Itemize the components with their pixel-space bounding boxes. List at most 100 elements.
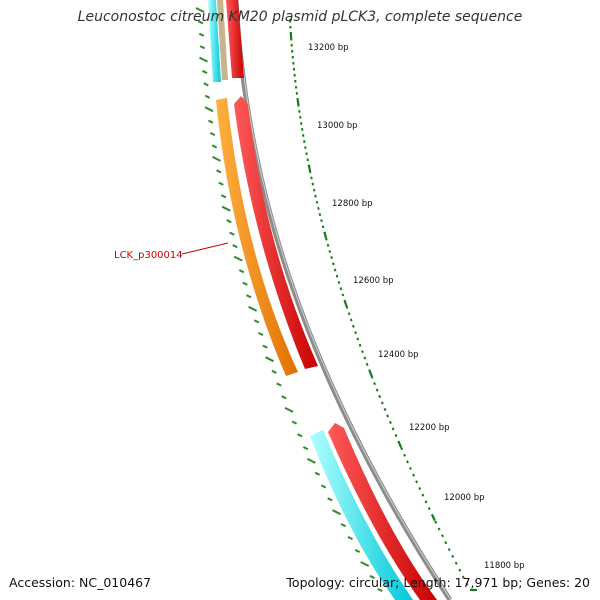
tick-mark: [447, 547, 451, 552]
cds-forward-3: [328, 423, 437, 600]
gc-skew-mark: [199, 45, 206, 50]
tick-label: 12000 bp: [444, 493, 485, 503]
tick-mark: [317, 206, 320, 210]
tick-mark: [310, 176, 313, 180]
gc-skew-track: [195, 7, 383, 592]
tick-mark: [337, 281, 341, 284]
tick-mark: [332, 262, 335, 266]
tick-mark: [418, 486, 422, 491]
gc-skew-mark: [242, 281, 248, 286]
tick-mark: [397, 440, 403, 448]
cds-forward-2: [234, 96, 318, 369]
gc-skew-mark: [327, 497, 333, 502]
tick-mark: [314, 194, 317, 198]
gc-skew-mark: [377, 588, 383, 592]
tick-mark: [320, 219, 323, 223]
tick-mark: [444, 541, 448, 545]
tick-mark: [315, 200, 319, 204]
tick-mark: [312, 188, 316, 192]
tick-mark: [370, 375, 374, 379]
gc-skew-mark: [340, 523, 347, 528]
tick-label: 12800 bp: [332, 199, 373, 209]
gc-skew-mark: [203, 82, 209, 87]
gc-skew-mark: [276, 382, 282, 387]
map-title: Leuconostoc citreum KM20 plasmid pLCK3, …: [77, 9, 523, 25]
tick-label: 13000 bp: [317, 121, 358, 131]
tick-mark: [403, 453, 407, 457]
gene-lck-p300014: [216, 98, 298, 376]
gc-skew-mark: [216, 169, 222, 174]
gc-skew-mark: [248, 305, 258, 312]
gc-skew-mark: [360, 561, 370, 567]
tick-mark: [412, 473, 416, 477]
gc-skew-mark: [202, 69, 208, 74]
gc-skew-mark: [226, 219, 232, 224]
tick-mark: [421, 493, 425, 497]
gc-skew-mark: [258, 332, 264, 336]
tick-mark: [424, 500, 428, 504]
tick-mark: [321, 225, 325, 229]
tick-label: 12400 bp: [378, 350, 419, 360]
tick-mark: [311, 182, 314, 186]
accession-text: Accession: NC_010467: [9, 575, 152, 590]
tick-mark: [380, 401, 384, 405]
tick-mark: [461, 575, 465, 579]
gc-skew-mark: [291, 420, 298, 425]
cds-reverse-2: [310, 430, 413, 600]
gene-label-leader: [181, 242, 229, 255]
tick-mark: [430, 513, 436, 522]
tick-mark: [352, 324, 355, 328]
tick-mark: [363, 356, 367, 360]
tick-mark: [361, 350, 364, 354]
tick-mark: [358, 343, 362, 347]
gc-skew-mark: [204, 106, 214, 113]
gc-skew-mark: [281, 395, 287, 400]
tick-mark: [347, 312, 351, 316]
cds-forward-1: [226, 0, 244, 78]
tick-mark: [451, 554, 455, 558]
gc-skew-mark: [369, 574, 375, 579]
gc-skew-mark: [284, 407, 294, 413]
tick-mark: [305, 152, 308, 156]
gc-skew-mark: [332, 509, 341, 516]
tick-mark: [330, 256, 333, 260]
tick-mark: [437, 527, 441, 531]
tick-mark: [335, 274, 339, 278]
cds-reverse-strand: [208, 0, 413, 600]
tick-mark: [427, 507, 431, 511]
gc-skew-mark: [233, 255, 243, 262]
tick-mark: [289, 31, 293, 40]
tick-mark: [409, 466, 412, 471]
gc-skew-mark: [306, 458, 316, 464]
tick-mark: [441, 534, 444, 538]
gc-skew-mark: [347, 536, 353, 541]
gene-label-group: LCK_p300014: [114, 242, 229, 261]
tick-mark: [378, 394, 382, 399]
tick-mark: [386, 414, 390, 418]
gc-skew-mark: [271, 369, 277, 374]
tick-mark: [307, 164, 312, 172]
gc-skew-mark: [229, 231, 235, 236]
gc-skew-mark: [262, 344, 268, 349]
tick-mark: [328, 250, 332, 253]
tick-labels: 13200 bp 13000 bp 12800 bp 12600 bp 1240…: [308, 43, 525, 571]
tick-mark: [349, 318, 353, 322]
tick-label: 13200 bp: [308, 43, 349, 53]
tick-mark: [400, 447, 404, 451]
gc-skew-mark: [211, 144, 218, 149]
tick-mark: [465, 582, 469, 586]
tick-label: 12200 bp: [409, 423, 450, 433]
tick-mark: [308, 170, 312, 174]
tick-mark: [406, 460, 409, 464]
gc-skew-mark: [198, 32, 205, 37]
gc-skew-mark: [302, 446, 309, 451]
tick-mark: [365, 362, 369, 366]
tick-mark: [415, 480, 419, 484]
gc-skew-mark: [212, 156, 221, 162]
tick-mark: [343, 299, 348, 308]
tick-mark: [454, 561, 458, 565]
gc-skew-mark: [354, 549, 361, 553]
gc-skew-mark: [314, 471, 321, 476]
tick-mark: [383, 407, 387, 411]
